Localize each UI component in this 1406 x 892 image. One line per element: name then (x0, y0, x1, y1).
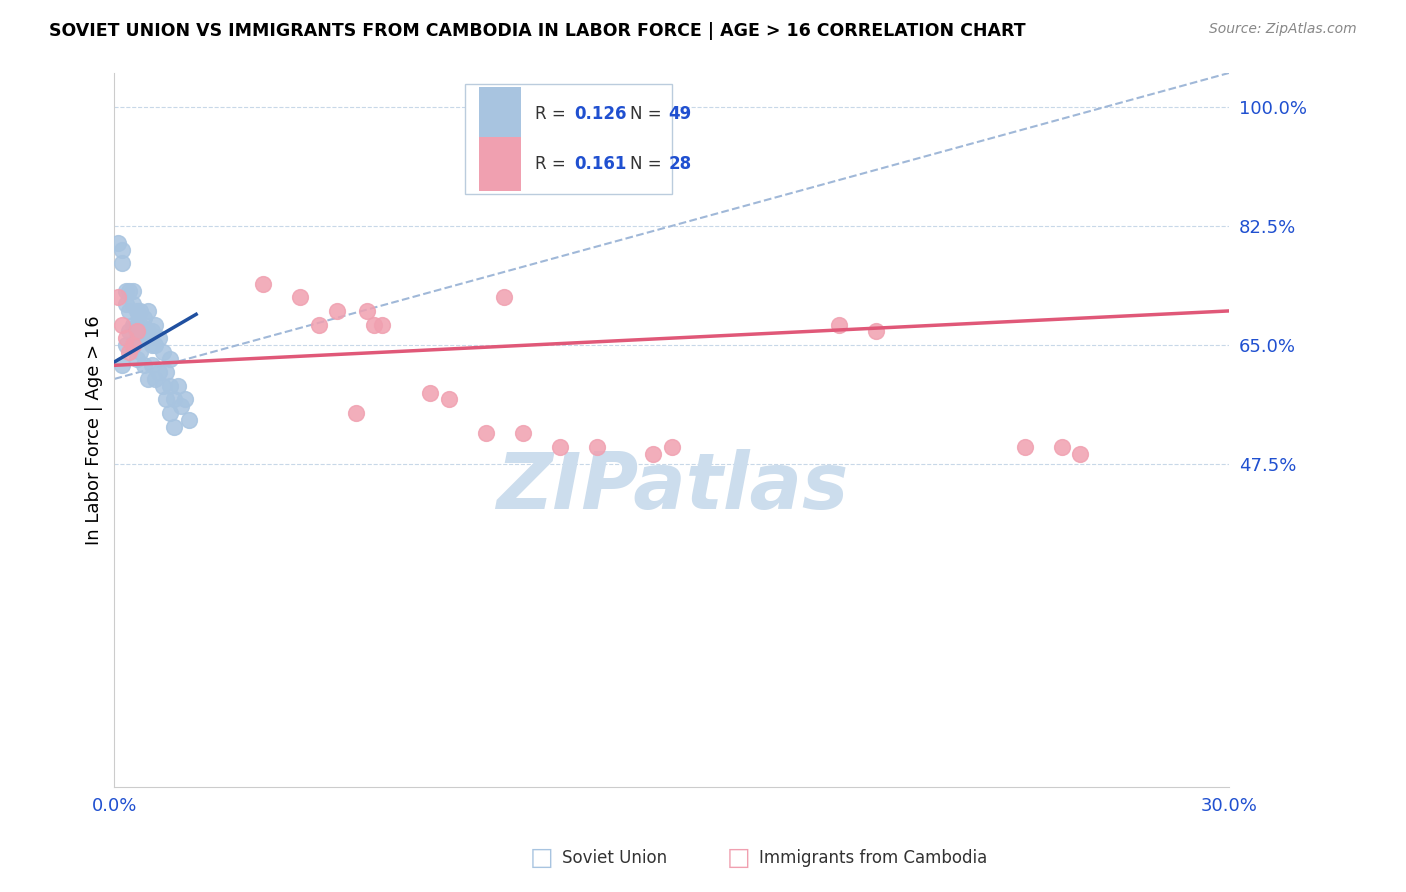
Point (134, 359, 156, 373)
Point (586, 440, 609, 454)
Text: Immigrants from Cambodia: Immigrants from Cambodia (759, 849, 987, 867)
Point (344, 406, 367, 420)
Point (114, 284, 136, 298)
Point (118, 304, 141, 318)
Point (111, 243, 134, 257)
Text: R =: R = (534, 104, 571, 123)
Text: 0.161: 0.161 (575, 155, 627, 173)
Text: ZIPatlas: ZIPatlas (495, 449, 848, 525)
Text: N =: N = (630, 155, 668, 173)
Text: 49: 49 (668, 104, 692, 123)
Text: N =: N = (630, 104, 668, 123)
Point (174, 392, 197, 407)
Point (152, 378, 174, 392)
Point (865, 324, 887, 338)
FancyBboxPatch shape (479, 137, 522, 191)
Point (512, 426, 534, 441)
Point (122, 338, 145, 352)
Point (148, 365, 170, 379)
Point (136, 304, 159, 318)
Point (125, 304, 148, 318)
Point (163, 392, 186, 407)
Point (122, 297, 145, 311)
Point (141, 338, 163, 352)
Point (111, 256, 134, 270)
Point (371, 318, 394, 332)
Point (159, 378, 181, 392)
Point (114, 297, 136, 311)
Point (475, 426, 498, 441)
Point (129, 344, 152, 359)
Point (114, 338, 136, 352)
Text: Source: ZipAtlas.com: Source: ZipAtlas.com (1209, 22, 1357, 37)
Point (643, 447, 665, 461)
Point (141, 359, 163, 373)
Point (111, 318, 134, 332)
Point (1014, 440, 1036, 454)
Point (114, 331, 136, 345)
Point (141, 324, 163, 338)
Text: 28: 28 (668, 155, 692, 173)
Point (148, 331, 170, 345)
Point (163, 419, 186, 434)
Point (136, 324, 159, 338)
FancyBboxPatch shape (479, 87, 522, 141)
Point (134, 331, 156, 345)
Point (155, 392, 177, 407)
Y-axis label: In Labor Force | Age > 16: In Labor Force | Age > 16 (86, 315, 103, 545)
Point (159, 351, 181, 366)
Point (125, 351, 148, 366)
Point (118, 284, 141, 298)
Point (134, 310, 156, 325)
Point (129, 304, 152, 318)
Point (356, 304, 378, 318)
Point (143, 318, 166, 332)
Point (107, 290, 129, 304)
Point (143, 372, 166, 386)
Point (125, 331, 148, 345)
Point (159, 406, 181, 420)
Point (1050, 440, 1073, 454)
Text: 0.126: 0.126 (575, 104, 627, 123)
Point (122, 318, 145, 332)
Point (548, 440, 571, 454)
Point (122, 284, 145, 298)
Point (177, 413, 200, 427)
Point (170, 399, 193, 413)
Point (118, 324, 141, 338)
Point (107, 235, 129, 250)
Point (308, 318, 330, 332)
Point (152, 344, 174, 359)
Point (828, 318, 851, 332)
Point (111, 359, 134, 373)
Point (129, 331, 152, 345)
Point (155, 365, 177, 379)
Text: R =: R = (534, 155, 571, 173)
Text: □: □ (530, 847, 553, 870)
Point (252, 277, 274, 291)
Point (419, 385, 441, 400)
Point (288, 290, 311, 304)
Point (166, 378, 188, 392)
Text: □: □ (727, 847, 749, 870)
Text: Soviet Union: Soviet Union (562, 849, 668, 867)
Point (125, 318, 148, 332)
Point (129, 318, 152, 332)
Point (494, 290, 516, 304)
Point (326, 304, 349, 318)
Point (437, 392, 460, 407)
Point (1069, 447, 1091, 461)
FancyBboxPatch shape (465, 84, 672, 194)
Point (122, 338, 145, 352)
Point (118, 344, 141, 359)
Text: SOVIET UNION VS IMMIGRANTS FROM CAMBODIA IN LABOR FORCE | AGE > 16 CORRELATION C: SOVIET UNION VS IMMIGRANTS FROM CAMBODIA… (49, 22, 1026, 40)
Point (125, 324, 148, 338)
Point (143, 338, 166, 352)
Point (363, 318, 385, 332)
Point (136, 372, 159, 386)
Point (661, 440, 683, 454)
